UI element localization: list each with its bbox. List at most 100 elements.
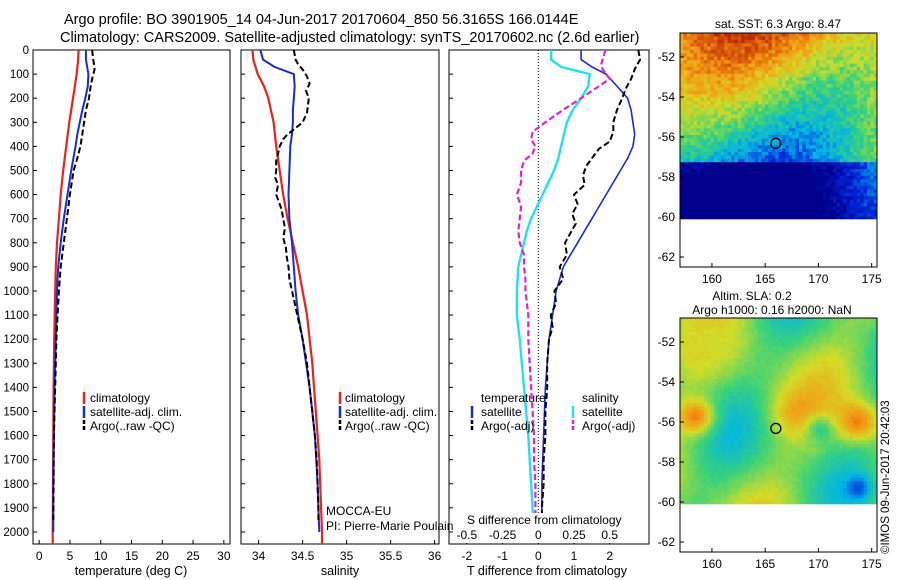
- heatmap-cell: [788, 118, 793, 122]
- heatmap-cell: [812, 179, 817, 183]
- heatmap-cell: [697, 87, 701, 92]
- heatmap-cell: [754, 90, 759, 95]
- heatmap-cell: [710, 138, 715, 143]
- heatmap-cell: [771, 141, 776, 146]
- heatmap-cell: [731, 420, 735, 424]
- heatmap-cell: [853, 33, 858, 37]
- heatmap-cell: [771, 331, 776, 336]
- heatmap-cell: [754, 447, 759, 451]
- heatmap-cell: [700, 328, 705, 332]
- heatmap-cell: [829, 94, 834, 98]
- heatmap-cell: [748, 97, 752, 102]
- heatmap-cell: [690, 70, 694, 75]
- heatmap-cell: [707, 165, 711, 170]
- depth-tick-label: 800: [10, 238, 29, 250]
- heatmap-cell: [686, 165, 691, 170]
- heatmap-cell: [839, 77, 844, 81]
- heatmap-cell: [792, 46, 796, 51]
- heatmap-cell: [727, 155, 732, 160]
- heatmap-cell: [765, 107, 769, 112]
- heatmap-cell: [693, 362, 698, 366]
- heatmap-cell: [744, 118, 749, 122]
- heatmap-cell: [751, 186, 756, 190]
- heatmap-cell: [822, 84, 827, 88]
- heatmap-cell: [768, 423, 773, 428]
- heatmap-cell: [761, 162, 766, 166]
- heatmap-cell: [748, 199, 752, 204]
- heatmap-cell: [693, 382, 698, 387]
- heatmap-cell: [697, 43, 701, 47]
- heatmap-cell: [686, 420, 691, 424]
- heatmap-cell: [853, 135, 858, 139]
- heatmap-cell: [765, 501, 769, 505]
- heatmap-cell: [799, 80, 803, 85]
- heatmap-cell: [707, 152, 711, 156]
- heatmap-cell: [826, 203, 830, 207]
- heatmap-cell: [768, 33, 773, 37]
- heatmap-cell: [826, 148, 830, 153]
- heatmap-cell: [724, 345, 728, 349]
- heatmap-cell: [778, 365, 783, 370]
- heatmap-cell: [690, 128, 694, 132]
- heatmap-cell: [703, 182, 708, 187]
- heatmap-cell: [836, 141, 841, 146]
- heatmap-cell: [731, 158, 735, 163]
- heatmap-cell: [846, 158, 851, 163]
- heatmap-cell: [707, 498, 711, 502]
- heatmap-cell: [765, 213, 769, 217]
- heatmap-cell: [765, 358, 769, 363]
- heatmap-cell: [714, 392, 718, 397]
- heatmap-cell: [744, 43, 749, 47]
- heatmap-cell: [754, 491, 759, 496]
- heatmap-cell: [683, 60, 688, 64]
- heatmap-cell: [697, 114, 701, 119]
- heatmap-cell: [683, 464, 688, 468]
- heatmap-cell: [707, 348, 711, 353]
- heatmap-cell: [802, 84, 807, 88]
- heatmap-cell: [853, 73, 858, 78]
- heatmap-cell: [693, 481, 698, 485]
- heatmap-cell: [724, 53, 728, 58]
- heatmap-cell: [775, 63, 779, 68]
- heatmap-cell: [748, 501, 752, 505]
- heatmap-cell: [785, 53, 790, 58]
- heatmap-cell: [795, 135, 800, 139]
- heatmap-cell: [754, 379, 759, 383]
- heatmap-cell: [829, 56, 834, 61]
- heatmap-cell: [792, 131, 796, 136]
- heatmap-cell: [805, 56, 810, 61]
- heatmap-cell: [717, 406, 722, 411]
- heatmap-cell: [788, 33, 793, 37]
- heatmap-cell: [867, 169, 871, 173]
- heatmap-cell: [734, 213, 739, 217]
- heatmap-cell: [819, 213, 824, 217]
- heatmap-cell: [683, 135, 688, 139]
- heatmap-cell: [761, 70, 766, 75]
- heatmap-cell: [720, 39, 725, 44]
- heatmap-cell: [710, 111, 715, 115]
- heatmap-cell: [724, 152, 728, 156]
- heatmap-cell: [768, 70, 773, 75]
- heatmap-cell: [853, 111, 858, 115]
- heatmap-cell: [680, 165, 684, 170]
- heatmap-cell: [700, 199, 705, 204]
- heatmap-cell: [680, 152, 684, 156]
- heatmap-cell: [792, 73, 796, 78]
- heatmap-cell: [737, 471, 742, 475]
- heatmap-cell: [710, 430, 715, 434]
- heatmap-cell: [707, 111, 711, 115]
- heatmap-cell: [737, 84, 742, 88]
- heatmap-cell: [754, 460, 759, 465]
- heatmap-cell: [785, 39, 790, 44]
- sst-heatmap: [680, 33, 878, 220]
- mocca-label: MOCCA-EU: [326, 504, 391, 518]
- heatmap-cell: [693, 179, 698, 183]
- heatmap-cell: [809, 141, 813, 146]
- lat-tick-label: -62: [658, 250, 676, 264]
- heatmap-cell: [717, 216, 722, 220]
- heatmap-cell: [771, 182, 776, 187]
- heatmap-cell: [727, 209, 732, 214]
- heatmap-cell: [697, 63, 701, 68]
- heatmap-cell: [873, 182, 878, 187]
- heatmap-cell: [686, 460, 691, 465]
